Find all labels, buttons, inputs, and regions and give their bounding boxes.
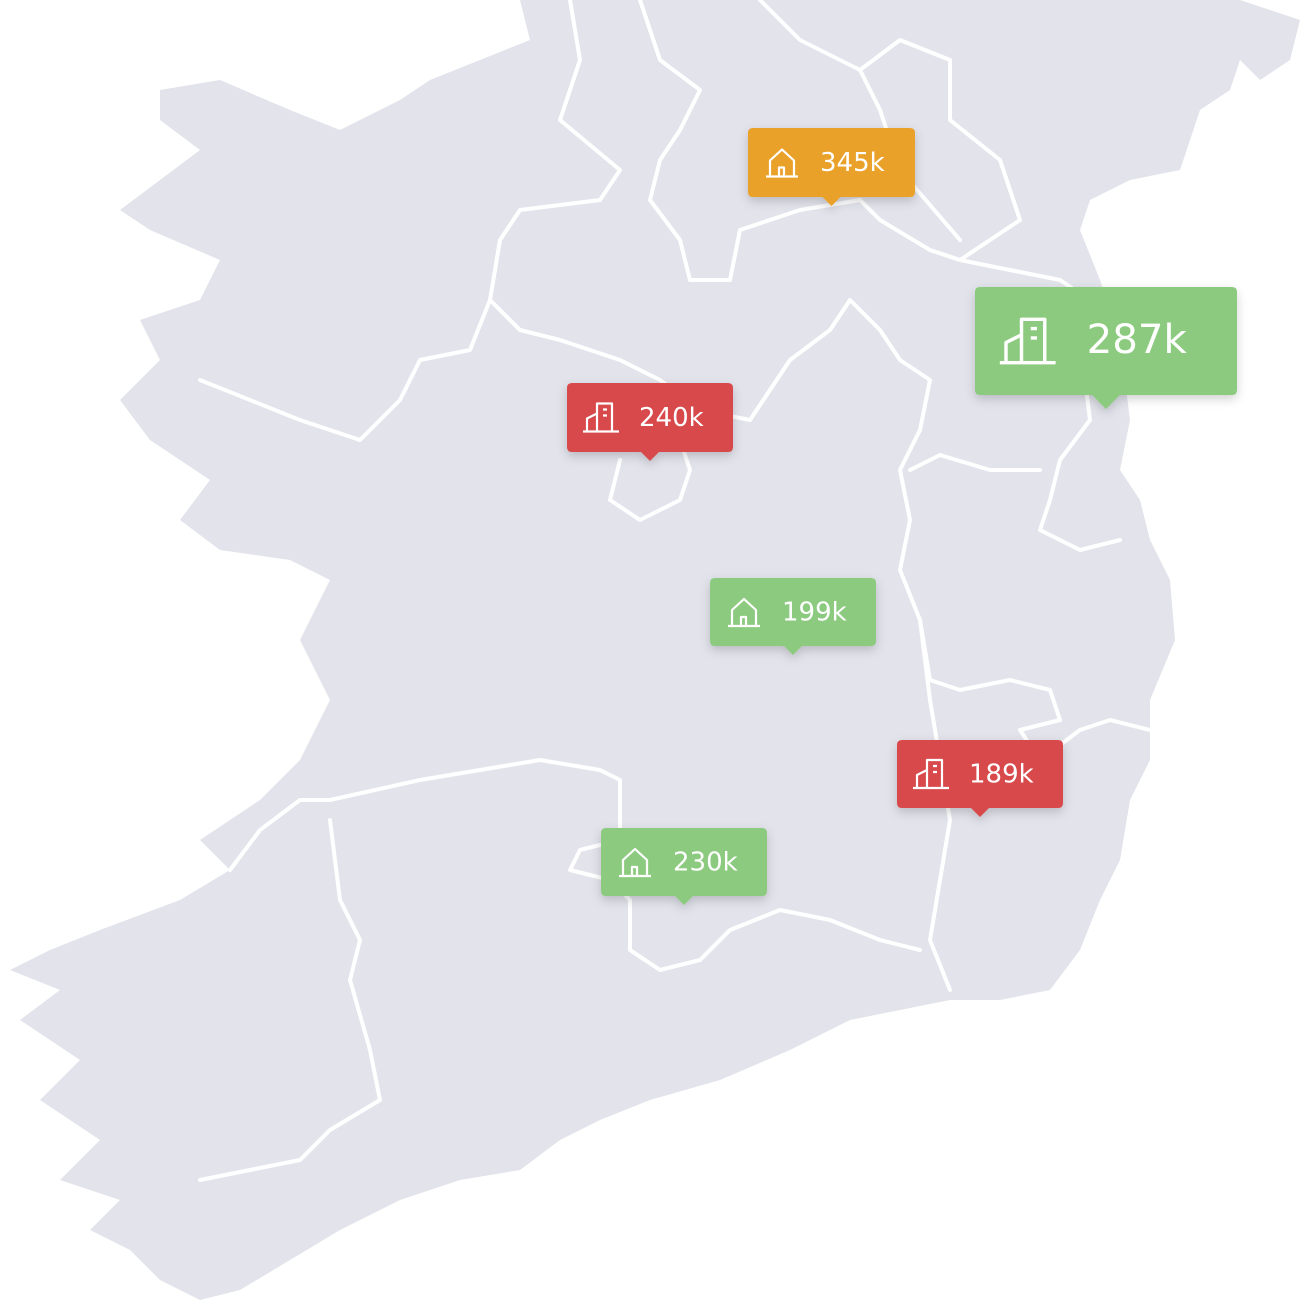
price-marker[interactable]: 287k xyxy=(975,287,1237,409)
marker-price: 230k xyxy=(673,848,738,878)
marker-icon-building xyxy=(999,317,1056,365)
marker-price: 189k xyxy=(969,760,1034,790)
price-marker[interactable]: 199k xyxy=(710,578,876,655)
price-marker[interactable]: 345k xyxy=(748,128,915,206)
markers: 345k 287k 240k 199k 189k 230k xyxy=(567,128,1237,905)
marker-icon-house xyxy=(619,847,651,878)
marker-price: 199k xyxy=(782,598,847,628)
marker-price: 287k xyxy=(1087,316,1188,363)
marker-body xyxy=(710,578,876,655)
marker-icon-house xyxy=(766,148,798,178)
marker-icon-building xyxy=(583,402,619,433)
marker-price: 345k xyxy=(820,148,885,178)
marker-body xyxy=(748,128,915,206)
marker-body xyxy=(975,287,1237,409)
marker-icon-building xyxy=(913,758,949,790)
island xyxy=(10,0,1300,1300)
price-marker[interactable]: 240k xyxy=(567,383,733,461)
marker-body xyxy=(601,828,767,905)
marker-price: 240k xyxy=(639,403,704,433)
marker-icon-house xyxy=(728,597,760,628)
price-marker[interactable]: 189k xyxy=(897,740,1063,817)
price-marker[interactable]: 230k xyxy=(601,828,767,905)
